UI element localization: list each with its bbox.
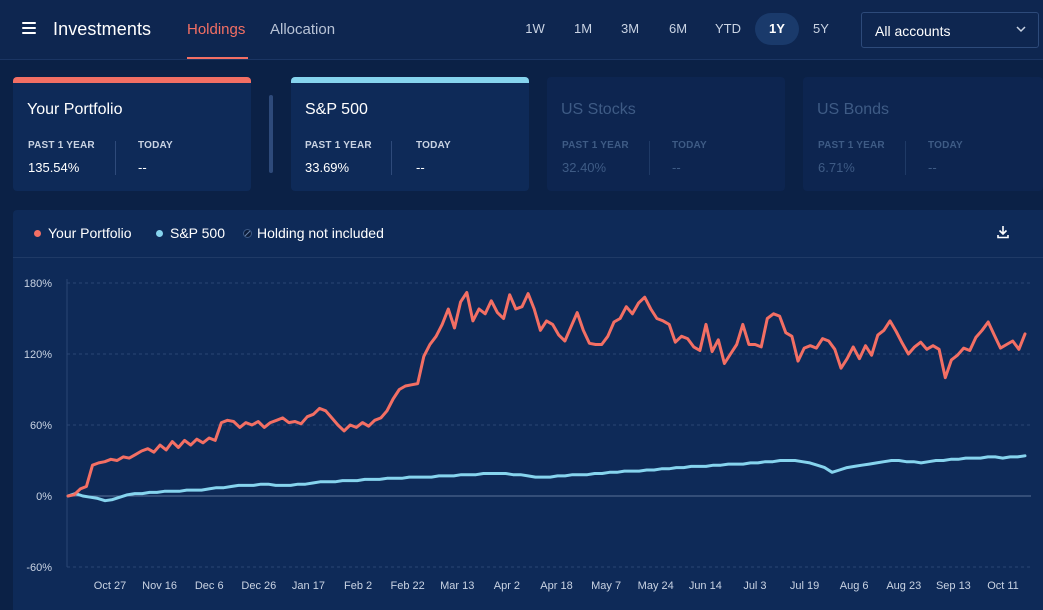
hamburger-icon[interactable]: [22, 22, 36, 36]
x-tick-label: Jan 17: [292, 580, 325, 592]
card-title: US Bonds: [817, 101, 890, 118]
card-title: S&P 500: [305, 101, 368, 118]
card-title: US Stocks: [561, 101, 636, 118]
today-value: --: [138, 160, 147, 175]
today-label: TODAY: [416, 140, 451, 151]
x-tick-label: Jun 14: [689, 580, 722, 592]
past-year-label: PAST 1 YEAR: [28, 140, 95, 151]
card-sp500[interactable]: S&P 500 PAST 1 YEAR 33.69% TODAY --: [291, 77, 529, 191]
legend-dot: [34, 230, 41, 237]
card-divider: [391, 141, 392, 175]
x-tick-label: Apr 2: [494, 580, 520, 592]
period-5y[interactable]: 5Y: [813, 21, 829, 36]
x-tick-label: Nov 16: [142, 580, 177, 592]
legend-label: Holding not included: [257, 225, 384, 241]
hatched-dot-icon: [243, 229, 252, 238]
past-year-value: 135.54%: [28, 160, 80, 175]
account-select[interactable]: All accounts: [861, 12, 1039, 48]
page-title: Investments: [53, 19, 152, 39]
legend-dot: [156, 230, 163, 237]
past-year-value: 6.71%: [818, 160, 855, 175]
past-year-value: 32.40%: [562, 160, 607, 175]
past-year-label: PAST 1 YEAR: [562, 140, 629, 151]
today-label: TODAY: [928, 140, 963, 151]
x-tick-label: Jul 19: [790, 580, 819, 592]
card-divider: [905, 141, 906, 175]
account-select-value: All accounts: [875, 23, 951, 39]
x-tick-label: Dec 6: [195, 580, 224, 592]
card-us-bonds[interactable]: US Bonds PAST 1 YEAR 6.71% TODAY --: [803, 77, 1043, 191]
x-tick-label: Apr 18: [540, 580, 572, 592]
card-separator: [269, 95, 273, 173]
card-us-stocks[interactable]: US Stocks PAST 1 YEAR 32.40% TODAY --: [547, 77, 785, 191]
tab-holdings[interactable]: Holdings: [187, 21, 246, 38]
x-tick-label: May 7: [591, 580, 621, 592]
period-ytd[interactable]: YTD: [715, 21, 741, 36]
past-year-value: 33.69%: [305, 160, 350, 175]
period-1y[interactable]: 1Y: [755, 13, 799, 45]
x-tick-label: Feb 22: [391, 580, 425, 592]
card-title: Your Portfolio: [27, 101, 123, 118]
x-tick-label: Aug 23: [886, 580, 921, 592]
today-label: TODAY: [672, 140, 707, 151]
card-divider: [115, 141, 116, 175]
card-divider: [649, 141, 650, 175]
today-value: --: [672, 160, 681, 175]
legend-label: S&P 500: [170, 225, 226, 241]
period-1m[interactable]: 1M: [573, 21, 593, 36]
download-icon[interactable]: [995, 224, 1011, 240]
period-3m[interactable]: 3M: [620, 21, 640, 36]
legend-label: Your Portfolio: [48, 225, 132, 241]
x-tick-label: May 24: [638, 580, 674, 592]
x-tick-label: Mar 13: [440, 580, 474, 592]
period-6m[interactable]: 6M: [668, 21, 688, 36]
today-value: --: [416, 160, 425, 175]
period-1w[interactable]: 1W: [525, 21, 545, 36]
y-tick-label: 180%: [24, 278, 52, 290]
past-year-label: PAST 1 YEAR: [305, 140, 372, 151]
y-tick-label: 60%: [30, 420, 52, 432]
card-stripe: [13, 77, 251, 83]
past-year-label: PAST 1 YEAR: [818, 140, 885, 151]
today-value: --: [928, 160, 937, 175]
x-tick-label: Dec 26: [241, 580, 276, 592]
top-bar: Investments Holdings Allocation 1W 1M 3M…: [0, 0, 1043, 60]
chevron-down-icon: [1016, 26, 1026, 33]
card-your-portfolio[interactable]: Your Portfolio PAST 1 YEAR 135.54% TODAY…: [13, 77, 251, 191]
x-tick-label: Jul 3: [743, 580, 766, 592]
series-line-s-p-500: [66, 454, 1027, 503]
today-label: TODAY: [138, 140, 173, 151]
y-tick-label: 0%: [36, 491, 52, 503]
x-tick-label: Oct 27: [94, 580, 126, 592]
y-tick-label: -60%: [26, 562, 52, 574]
active-tab-indicator: [187, 57, 248, 59]
series-line-your-portfolio: [66, 291, 1027, 498]
x-tick-label: Sep 13: [936, 580, 971, 592]
x-tick-label: Aug 6: [840, 580, 869, 592]
chart-panel: Your Portfolio S&P 500 Holding not inclu…: [13, 210, 1043, 610]
card-stripe: [291, 77, 529, 83]
performance-chart: 180% 120% 60% 0% -60% Oct 27 Nov 16 Dec 6 Dec 26…: [24, 278, 1031, 592]
tab-allocation[interactable]: Allocation: [270, 21, 336, 38]
x-tick-label: Oct 11: [987, 580, 1019, 592]
panel-divider: [13, 257, 1043, 258]
y-tick-label: 120%: [24, 349, 52, 361]
x-tick-label: Feb 2: [344, 580, 372, 592]
